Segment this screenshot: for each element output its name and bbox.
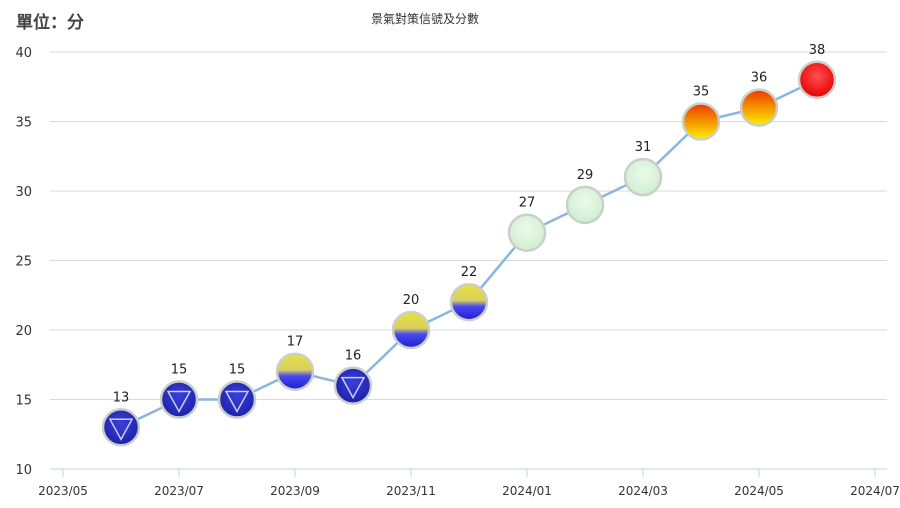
signal-marker-red bbox=[797, 60, 837, 100]
down-triangle-icon bbox=[108, 418, 134, 441]
x-tick-label: 2023/07 bbox=[154, 484, 204, 498]
signal-marker-yellow-blue bbox=[449, 282, 489, 322]
signal-marker-yellow-blue bbox=[275, 352, 315, 391]
y-tick-label: 20 bbox=[15, 324, 32, 339]
signal-marker-blue bbox=[101, 408, 141, 447]
signal-marker-blue bbox=[333, 366, 373, 405]
signal-marker-yellow-red bbox=[681, 102, 721, 141]
data-label: 31 bbox=[635, 140, 652, 155]
down-triangle-icon bbox=[224, 390, 250, 414]
signal-marker-green bbox=[507, 213, 547, 252]
data-label: 27 bbox=[519, 196, 536, 211]
data-label: 17 bbox=[287, 335, 304, 350]
data-label: 15 bbox=[229, 363, 246, 378]
x-tick-label: 2024/03 bbox=[618, 484, 668, 498]
x-tick-label: 2024/05 bbox=[734, 484, 784, 498]
data-label: 16 bbox=[345, 349, 362, 364]
signal-marker-blue bbox=[159, 380, 199, 419]
chart-title: 景氣對策信號及分數 bbox=[370, 12, 479, 26]
down-triangle-icon bbox=[340, 376, 366, 400]
y-tick-label: 40 bbox=[15, 46, 32, 61]
data-label: 29 bbox=[577, 168, 594, 183]
data-label: 13 bbox=[113, 390, 130, 405]
signal-marker-green bbox=[565, 185, 605, 225]
data-label: 20 bbox=[403, 293, 420, 308]
x-tick-label: 2023/11 bbox=[386, 484, 436, 498]
y-tick-label: 30 bbox=[15, 185, 32, 200]
signal-marker-yellow-blue bbox=[391, 310, 431, 350]
down-triangle-icon bbox=[166, 390, 192, 414]
signal-marker-blue bbox=[217, 380, 257, 419]
data-label: 35 bbox=[693, 85, 710, 100]
data-label: 36 bbox=[751, 71, 768, 86]
x-tick-label: 2024/07 bbox=[850, 484, 900, 498]
x-tick-label: 2023/09 bbox=[270, 484, 320, 498]
data-label: 15 bbox=[171, 363, 188, 378]
y-tick-label: 25 bbox=[15, 255, 32, 270]
unit-label: 單位：分 bbox=[16, 13, 84, 33]
data-label: 22 bbox=[461, 265, 478, 280]
y-tick-label: 15 bbox=[15, 394, 32, 409]
signal-marker-green bbox=[623, 157, 663, 197]
y-tick-label: 10 bbox=[15, 463, 32, 478]
y-tick-label: 35 bbox=[15, 116, 32, 131]
data-label: 38 bbox=[809, 43, 826, 58]
x-tick-label: 2024/01 bbox=[502, 484, 552, 498]
x-tick-label: 2023/05 bbox=[38, 484, 88, 498]
signal-marker-yellow-red bbox=[739, 88, 779, 127]
